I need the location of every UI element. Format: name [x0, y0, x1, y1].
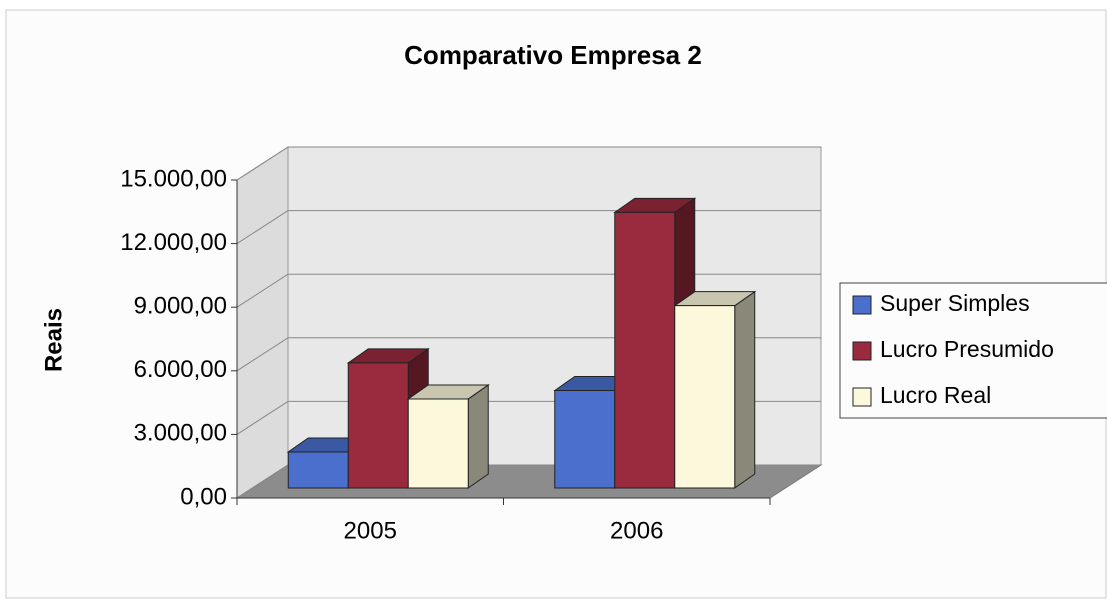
grid-line-side: [236, 273, 289, 308]
legend-label: Super Simples: [880, 290, 1030, 316]
y-tick-label: 0,00: [180, 483, 227, 510]
y-tick-label: 12.000,00: [120, 229, 227, 256]
y-tick-label: 6.000,00: [134, 356, 227, 383]
legend-swatch: [852, 295, 872, 315]
legend: [839, 282, 1107, 419]
x-tick-label: 2006: [610, 517, 663, 544]
x-tick-label: 2005: [344, 517, 397, 544]
grid-line-side: [236, 146, 289, 181]
grid-line-side: [236, 464, 289, 499]
bar-face: [287, 451, 349, 489]
grid-line-side: [236, 210, 289, 245]
legend-swatch: [852, 387, 872, 407]
grid-line-side: [236, 337, 289, 372]
bar-face: [347, 362, 409, 489]
grid-line-side: [236, 400, 289, 435]
y-tick-label: 15.000,00: [120, 165, 227, 192]
legend-label: Lucro Presumido: [880, 336, 1054, 362]
bar-face: [467, 383, 489, 489]
bar-face: [674, 305, 736, 489]
legend-swatch: [852, 341, 872, 361]
y-tick-label: 9.000,00: [134, 293, 227, 320]
bar-face: [554, 389, 616, 489]
bar-face: [614, 211, 676, 489]
side-wall: [236, 146, 289, 499]
bar: [406, 383, 490, 489]
bar: [673, 290, 757, 489]
y-tick-label: 3.000,00: [134, 420, 227, 447]
bar-face: [734, 290, 756, 489]
y-axis-label: Reais: [40, 308, 67, 372]
chart-title: Comparativo Empresa 2: [404, 40, 702, 70]
bar-face: [407, 398, 469, 489]
legend-label: Lucro Real: [880, 382, 991, 408]
